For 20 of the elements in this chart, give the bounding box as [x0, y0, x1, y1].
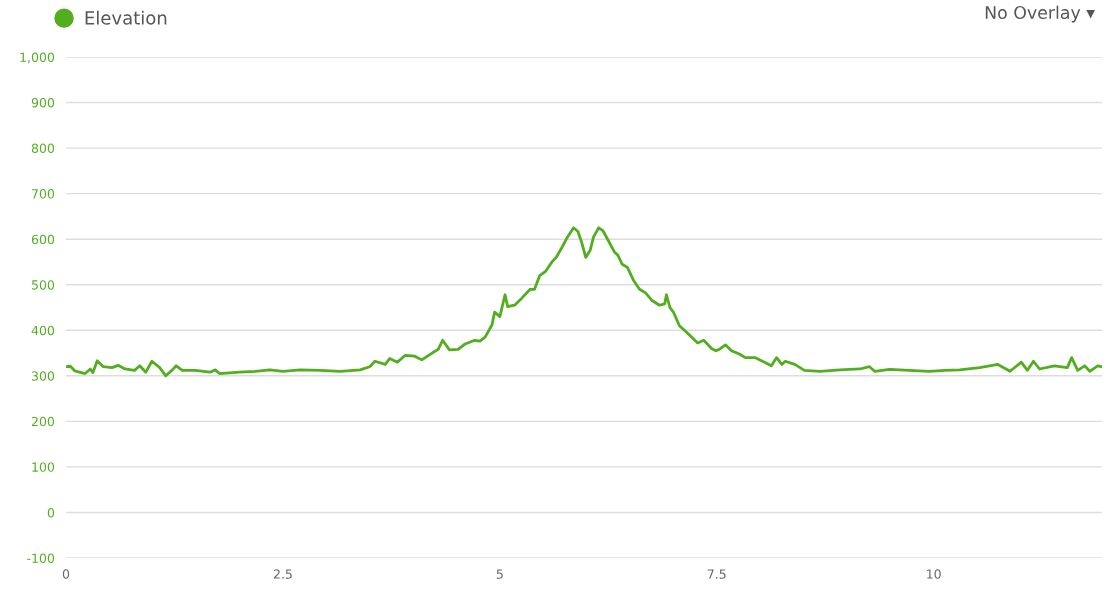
- y-tick-label: 500: [31, 280, 55, 290]
- legend-label: Elevation: [85, 10, 167, 25]
- x-tick-label: 10: [927, 569, 941, 579]
- line-series: [66, 226, 1102, 378]
- x-tick-label: 0: [62, 569, 70, 579]
- y-tick-label: 900: [31, 98, 55, 108]
- y-tick-label: 400: [31, 325, 55, 336]
- y-tick-label: 600: [31, 234, 55, 245]
- x-tick-label: 7.5: [707, 569, 726, 579]
- x-tick-label: 2.5: [273, 569, 292, 579]
- y-tick-label: 200: [31, 416, 55, 427]
- x-tick-label: 5: [496, 569, 503, 579]
- y-tick-label: 300: [31, 371, 55, 381]
- text: No Overlay ▾: [985, 5, 1095, 23]
- y-tick-label: 0: [47, 507, 55, 518]
- y-tick-label: -100: [27, 553, 55, 563]
- y-tick-label: 700: [32, 189, 55, 199]
- y-tick-label: 100: [32, 462, 55, 472]
- y-tick-label: 800: [31, 143, 55, 154]
- y-tick-label: 1,000: [20, 52, 55, 64]
